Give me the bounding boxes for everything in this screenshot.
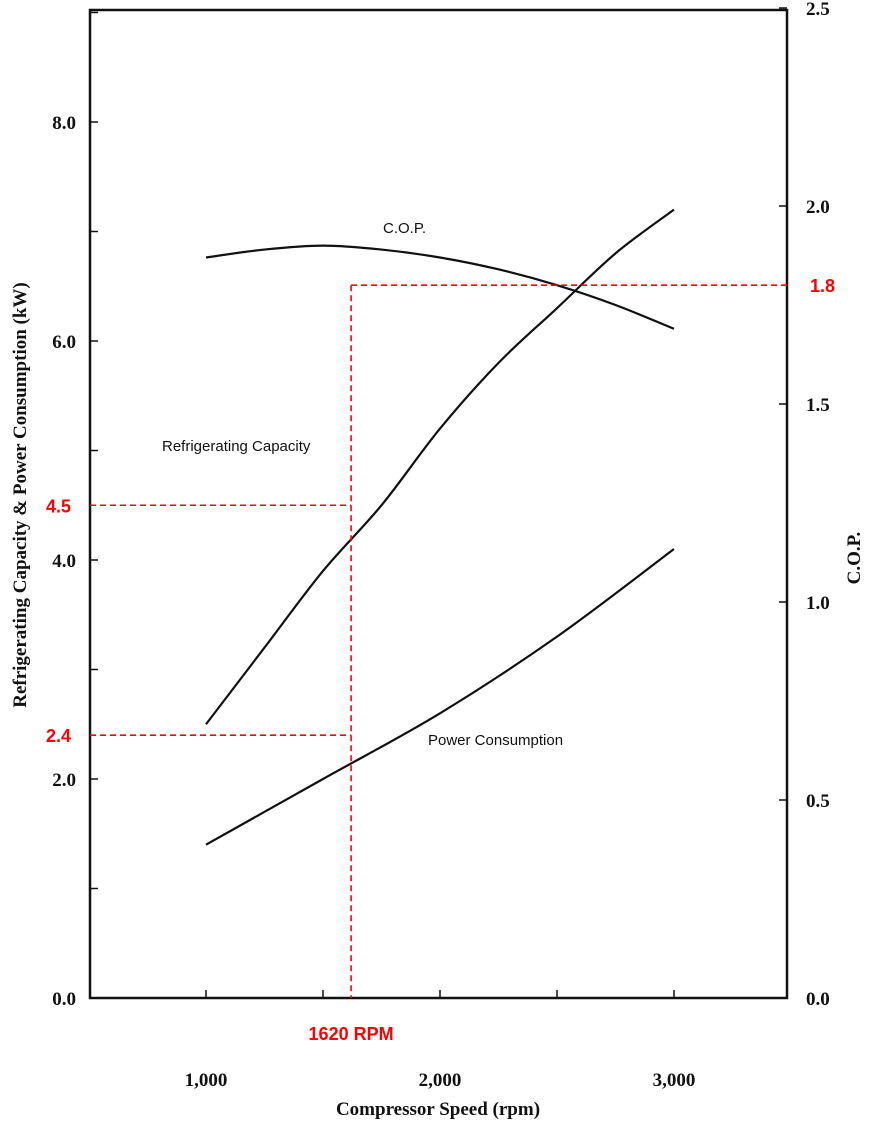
y2-axis-ticks: 0.0 0.5 1.0 1.5 2.0 2.5	[779, 0, 830, 1010]
series-label-power-consumption: Power Consumption	[428, 732, 563, 749]
x-tick-label: 2,000	[419, 1070, 462, 1091]
x-tick-label: 3,000	[653, 1070, 696, 1091]
annotation-label-left: 2.4	[46, 726, 71, 746]
y-tick-label: 0.0	[52, 989, 76, 1010]
y-tick-label: 2.0	[52, 770, 76, 791]
series-layer	[205, 208, 675, 846]
series-label-refrigerating-capacity: Refrigerating Capacity	[162, 438, 311, 455]
y2-tick-label: 1.0	[806, 593, 830, 614]
y2-tick-label: 1.5	[806, 395, 830, 416]
annotation-label-left: 4.5	[46, 496, 71, 516]
y-axis-title: Refrigerating Capacity & Power Consumpti…	[10, 282, 31, 708]
annotation-label-rpm: 1620 RPM	[309, 1024, 394, 1044]
y-tick-label: 8.0	[52, 113, 76, 134]
x-axis-title: Compressor Speed (rpm)	[336, 1099, 540, 1120]
annotation-label-right: 1.8	[810, 276, 835, 296]
y-tick-label: 6.0	[52, 332, 76, 353]
x-tick-label: 1,000	[185, 1070, 228, 1091]
y2-tick-label: 2.0	[806, 197, 830, 218]
series-line-cop	[205, 244, 675, 330]
series-line-power-consumption	[205, 548, 675, 846]
y2-tick-label: 2.5	[806, 0, 830, 20]
series-label-cop: C.O.P.	[383, 220, 426, 237]
y2-tick-label: 0.0	[806, 989, 830, 1010]
x-axis-ticks: 1,000 2,000 3,000	[185, 990, 696, 1091]
y-tick-label: 4.0	[52, 551, 76, 572]
annotation-layer: 1620 RPM 4.5 2.4 1.8	[46, 276, 835, 1044]
series-line-refrigerating-capacity	[205, 208, 675, 725]
y-axis-ticks: 0.0 2.0 4.0 6.0 8.0	[52, 11, 98, 1010]
plot-frame	[88, 8, 789, 1000]
y2-tick-label: 0.5	[806, 791, 830, 812]
y2-axis-title: C.O.P.	[844, 532, 865, 585]
